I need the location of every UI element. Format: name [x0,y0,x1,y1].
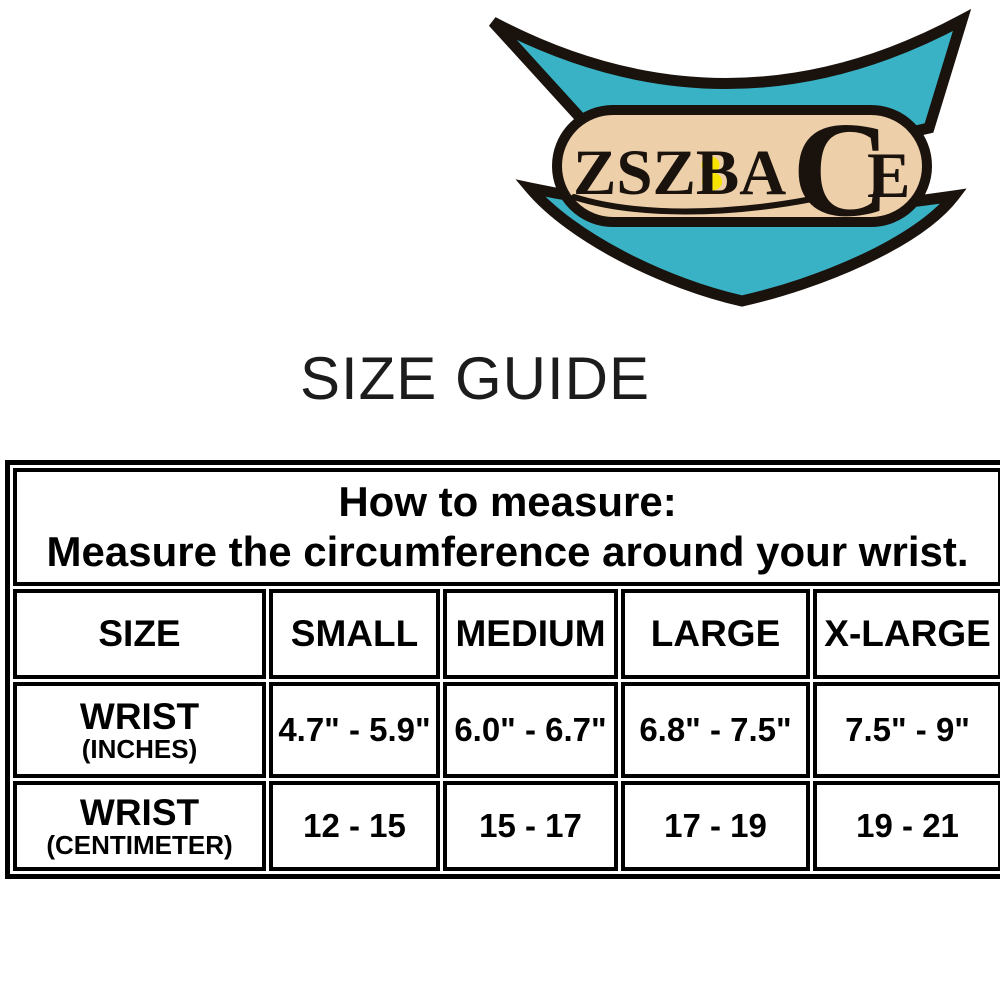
cm-medium-value: 15 - 17 [443,781,618,871]
inches-medium-value: 6.0" - 6.7" [443,682,618,778]
page-title: SIZE GUIDE [299,345,651,412]
column-header-row: SIZE SMALL MEDIUM LARGE X-LARGE [13,589,1000,679]
logo-yellow-accent-bottom [702,172,722,191]
inches-xlarge-value: 7.5" - 9" [813,682,1000,778]
cm-small-value: 12 - 15 [269,781,440,871]
instruction-line1: How to measure: [338,478,677,525]
instruction-line2: Measure the circumference around your wr… [46,528,969,575]
cm-large-value: 17 - 19 [621,781,810,871]
row-label-text: WRIST [79,791,200,833]
logo-text-zszba: ZSZBA [573,137,786,209]
inches-large-value: 6.8" - 7.5" [621,682,810,778]
row-label-centimeter: WRIST (CENTIMETER) [13,781,266,871]
row-sublabel-text: (CENTIMETER) [46,830,233,861]
column-header-xlarge: X-LARGE [813,589,1000,679]
row-sublabel-text: (INCHES) [81,734,198,765]
logo-text-c: C [792,95,890,245]
column-header-large: LARGE [621,589,810,679]
wrist-inches-row: WRIST (INCHES) 4.7" - 5.9" 6.0" - 6.7" 6… [13,682,1000,778]
logo-pill [552,105,932,227]
logo-yellow-accent-top [701,156,720,174]
instruction-cell: How to measure: Measure the circumferenc… [13,468,1000,586]
logo-text-e: E [867,140,910,212]
logo-swoosh [571,194,815,215]
column-header-size: SIZE [13,589,266,679]
column-header-medium: MEDIUM [443,589,618,679]
cm-xlarge-value: 19 - 21 [813,781,1000,871]
row-label-text: WRIST [79,695,200,737]
column-header-small: SMALL [269,589,440,679]
size-table: How to measure: Measure the circumferenc… [5,460,1000,879]
wrist-centimeter-row: WRIST (CENTIMETER) 12 - 15 15 - 17 17 - … [13,781,1000,871]
brand-logo: ZSZBA C E [488,8,972,307]
inches-small-value: 4.7" - 5.9" [269,682,440,778]
row-label-inches: WRIST (INCHES) [13,682,266,778]
instruction-row: How to measure: Measure the circumferenc… [13,468,1000,586]
